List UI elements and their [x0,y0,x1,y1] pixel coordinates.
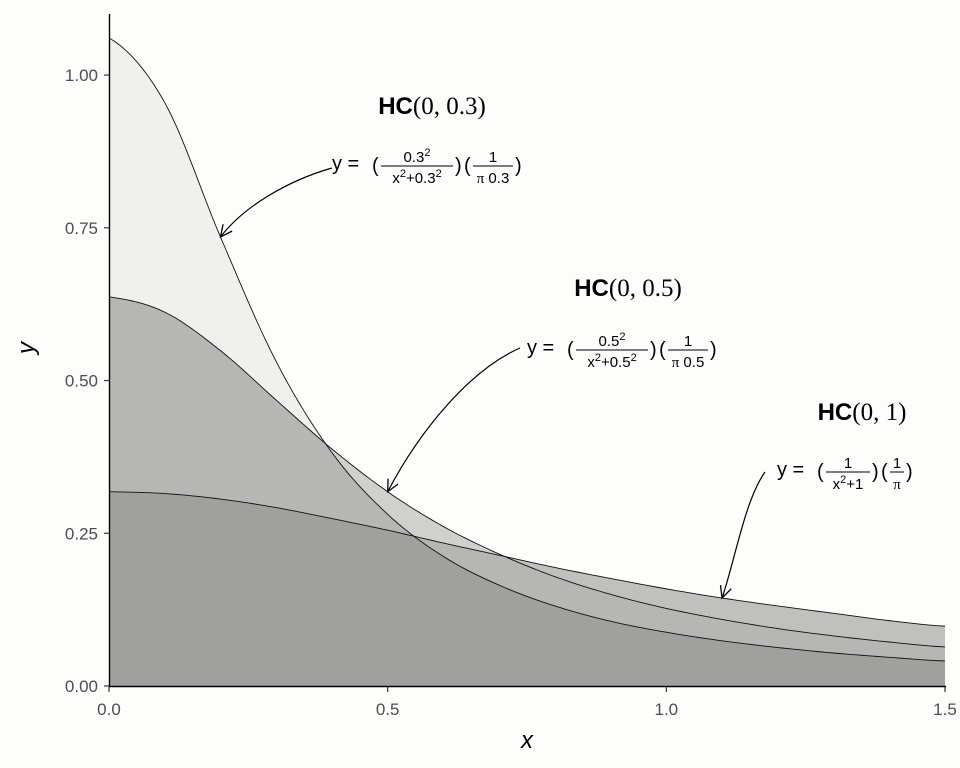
fraction-denominator: π 0.5 [672,354,705,371]
y-tick-label: 0.25 [65,524,98,543]
fraction-denominator: x2+0.52 [587,352,636,371]
fraction-denominator: x2+1 [833,474,864,493]
annotation-title: HC(0, 1) [818,399,907,426]
y-tick-label: 0.00 [65,677,98,696]
fraction-numerator: 1 [844,455,852,472]
x-tick-label: 1.5 [933,700,957,719]
formula-paren: ( [659,339,666,361]
arrow-head [386,478,399,494]
x-axis-title: x [520,727,534,754]
formula-prefix: y = [527,337,554,359]
annotation-arrow [219,167,333,238]
fraction-numerator: 1 [893,455,901,472]
fraction-denominator: π [893,477,901,493]
fraction-denominator: π 0.3 [477,170,510,187]
formula-paren: ) [906,461,913,483]
formula-prefix: y = [777,459,804,481]
fraction-numerator: 1 [489,149,497,166]
annotation-3: HC(0, 1)y =(1x2+1)(1π) [719,399,913,600]
formula-paren: ( [464,155,471,177]
fraction-numerator: 0.52 [599,331,626,350]
arrow-head [719,585,732,600]
annotation-title: HC(0, 0.3) [378,93,486,120]
fraction-denominator: x2+0.32 [392,168,441,187]
y-axis-title: y [13,340,40,356]
y-tick-label: 0.50 [65,372,98,391]
formula-paren: ( [881,461,888,483]
formula-paren: ) [455,155,462,177]
x-tick-label: 0.5 [376,700,400,719]
fraction-numerator: 0.32 [404,147,431,166]
arrow-head [219,224,233,239]
x-tick-label: 0.0 [97,700,121,719]
formula-paren: ) [872,461,879,483]
y-tick-label: 1.00 [65,66,98,85]
formula-paren: ( [817,461,824,483]
formula-paren: ) [710,339,717,361]
y-tick-label: 0.75 [65,219,98,238]
formula-paren: ( [372,155,379,177]
formula-paren: ) [515,155,522,177]
curve-line-scale-1 [109,491,946,627]
formula-paren: ( [567,339,574,361]
area-fill-overlap-all [109,491,945,686]
curve-line-scale-0-3 [109,37,946,662]
formula-prefix: y = [332,153,359,175]
x-tick-label: 1.0 [655,700,679,719]
formula-paren: ) [650,339,657,361]
annotation-arrow [721,471,766,599]
annotation-title: HC(0, 0.5) [574,275,682,302]
fraction-numerator: 1 [684,333,692,350]
curve-line-scale-0-5 [109,296,946,648]
annotation-arrow [387,347,521,493]
